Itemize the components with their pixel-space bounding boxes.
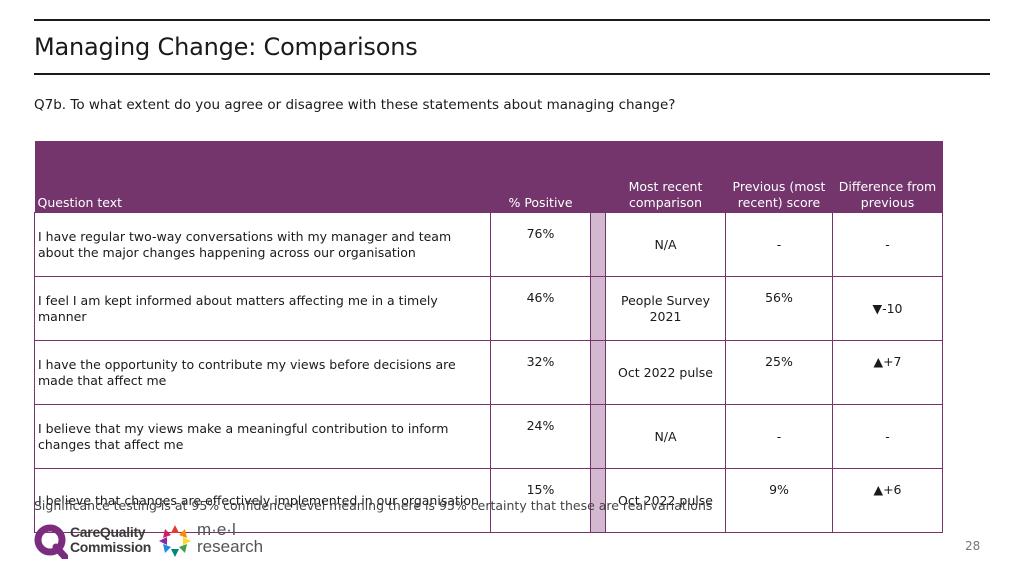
survey-question: Q7b. To what extent do you agree or disa… <box>34 97 676 113</box>
question-cell: I believe that changes are effectively i… <box>34 468 491 533</box>
question-cell: I have regular two-way conversations wit… <box>34 212 491 277</box>
comparison-cell: N/A <box>605 212 726 277</box>
comparison-cell: N/A <box>605 404 726 469</box>
previous-score-cell: 9% <box>725 468 833 533</box>
difference-cell: ▲+7 <box>832 340 943 405</box>
previous-score-cell: - <box>725 404 833 469</box>
cqc-logo-line1: CareQuality <box>70 524 146 540</box>
previous-score-cell: - <box>725 212 833 277</box>
col-header-previous: Previous (most recent) score <box>725 141 833 213</box>
positive-cell: 32% <box>490 340 591 405</box>
top-rule <box>34 19 990 21</box>
mel-logo-text: m·e·l research <box>197 521 263 555</box>
mel-logo-line1: m·e·l <box>197 520 236 539</box>
page-number: 28 <box>965 539 981 553</box>
positive-cell: 24% <box>490 404 591 469</box>
col-header-positive: % Positive <box>490 141 591 213</box>
col-header-comparison: Most recent comparison <box>605 141 726 213</box>
comparison-cell: Oct 2022 pulse <box>605 340 726 405</box>
col-header-difference: Difference from previous <box>832 141 943 213</box>
table-row: I believe that changes are effectively i… <box>34 468 943 533</box>
significance-footnote: Significance testing is at 95% confidenc… <box>34 498 713 513</box>
title-underline <box>34 73 990 75</box>
mel-logo-line2: research <box>197 537 264 556</box>
spacer-cell <box>590 468 606 533</box>
cqc-logo-text: CareQuality Commission <box>70 525 151 555</box>
comparison-table: Question text % Positive Most recent com… <box>34 141 943 533</box>
positive-cell: 46% <box>490 276 591 341</box>
spacer-cell <box>590 276 606 341</box>
logo-strip: CareQuality Commission m·e·l research <box>34 521 294 561</box>
difference-cell: ▼-10 <box>832 276 943 341</box>
difference-cell: - <box>832 212 943 277</box>
question-cell: I have the opportunity to contribute my … <box>34 340 491 405</box>
table-row: I have the opportunity to contribute my … <box>34 340 943 405</box>
cqc-logo-line2: Commission <box>70 539 152 555</box>
mel-logo-icon <box>159 525 191 557</box>
table-row: I believe that my views make a meaningfu… <box>34 404 943 469</box>
previous-score-cell: 25% <box>725 340 833 405</box>
spacer-cell <box>590 212 606 277</box>
spacer-cell <box>590 404 606 469</box>
page-title: Managing Change: Comparisons <box>34 33 418 61</box>
difference-cell: ▲+6 <box>832 468 943 533</box>
cqc-logo-icon <box>34 524 68 559</box>
table-row: I feel I am kept informed about matters … <box>34 276 943 341</box>
comparison-cell: Oct 2022 pulse <box>605 468 726 533</box>
question-cell: I feel I am kept informed about matters … <box>34 276 491 341</box>
previous-score-cell: 56% <box>725 276 833 341</box>
positive-cell: 15% <box>490 468 591 533</box>
spacer-cell <box>590 340 606 405</box>
difference-cell: - <box>832 404 943 469</box>
table-row: I have regular two-way conversations wit… <box>34 212 943 277</box>
col-header-spacer <box>590 141 606 213</box>
col-header-question-text: Question text <box>34 141 491 213</box>
comparison-cell: People Survey 2021 <box>605 276 726 341</box>
question-cell: I believe that my views make a meaningfu… <box>34 404 491 469</box>
table-header-row: Question text % Positive Most recent com… <box>34 141 943 213</box>
positive-cell: 76% <box>490 212 591 277</box>
